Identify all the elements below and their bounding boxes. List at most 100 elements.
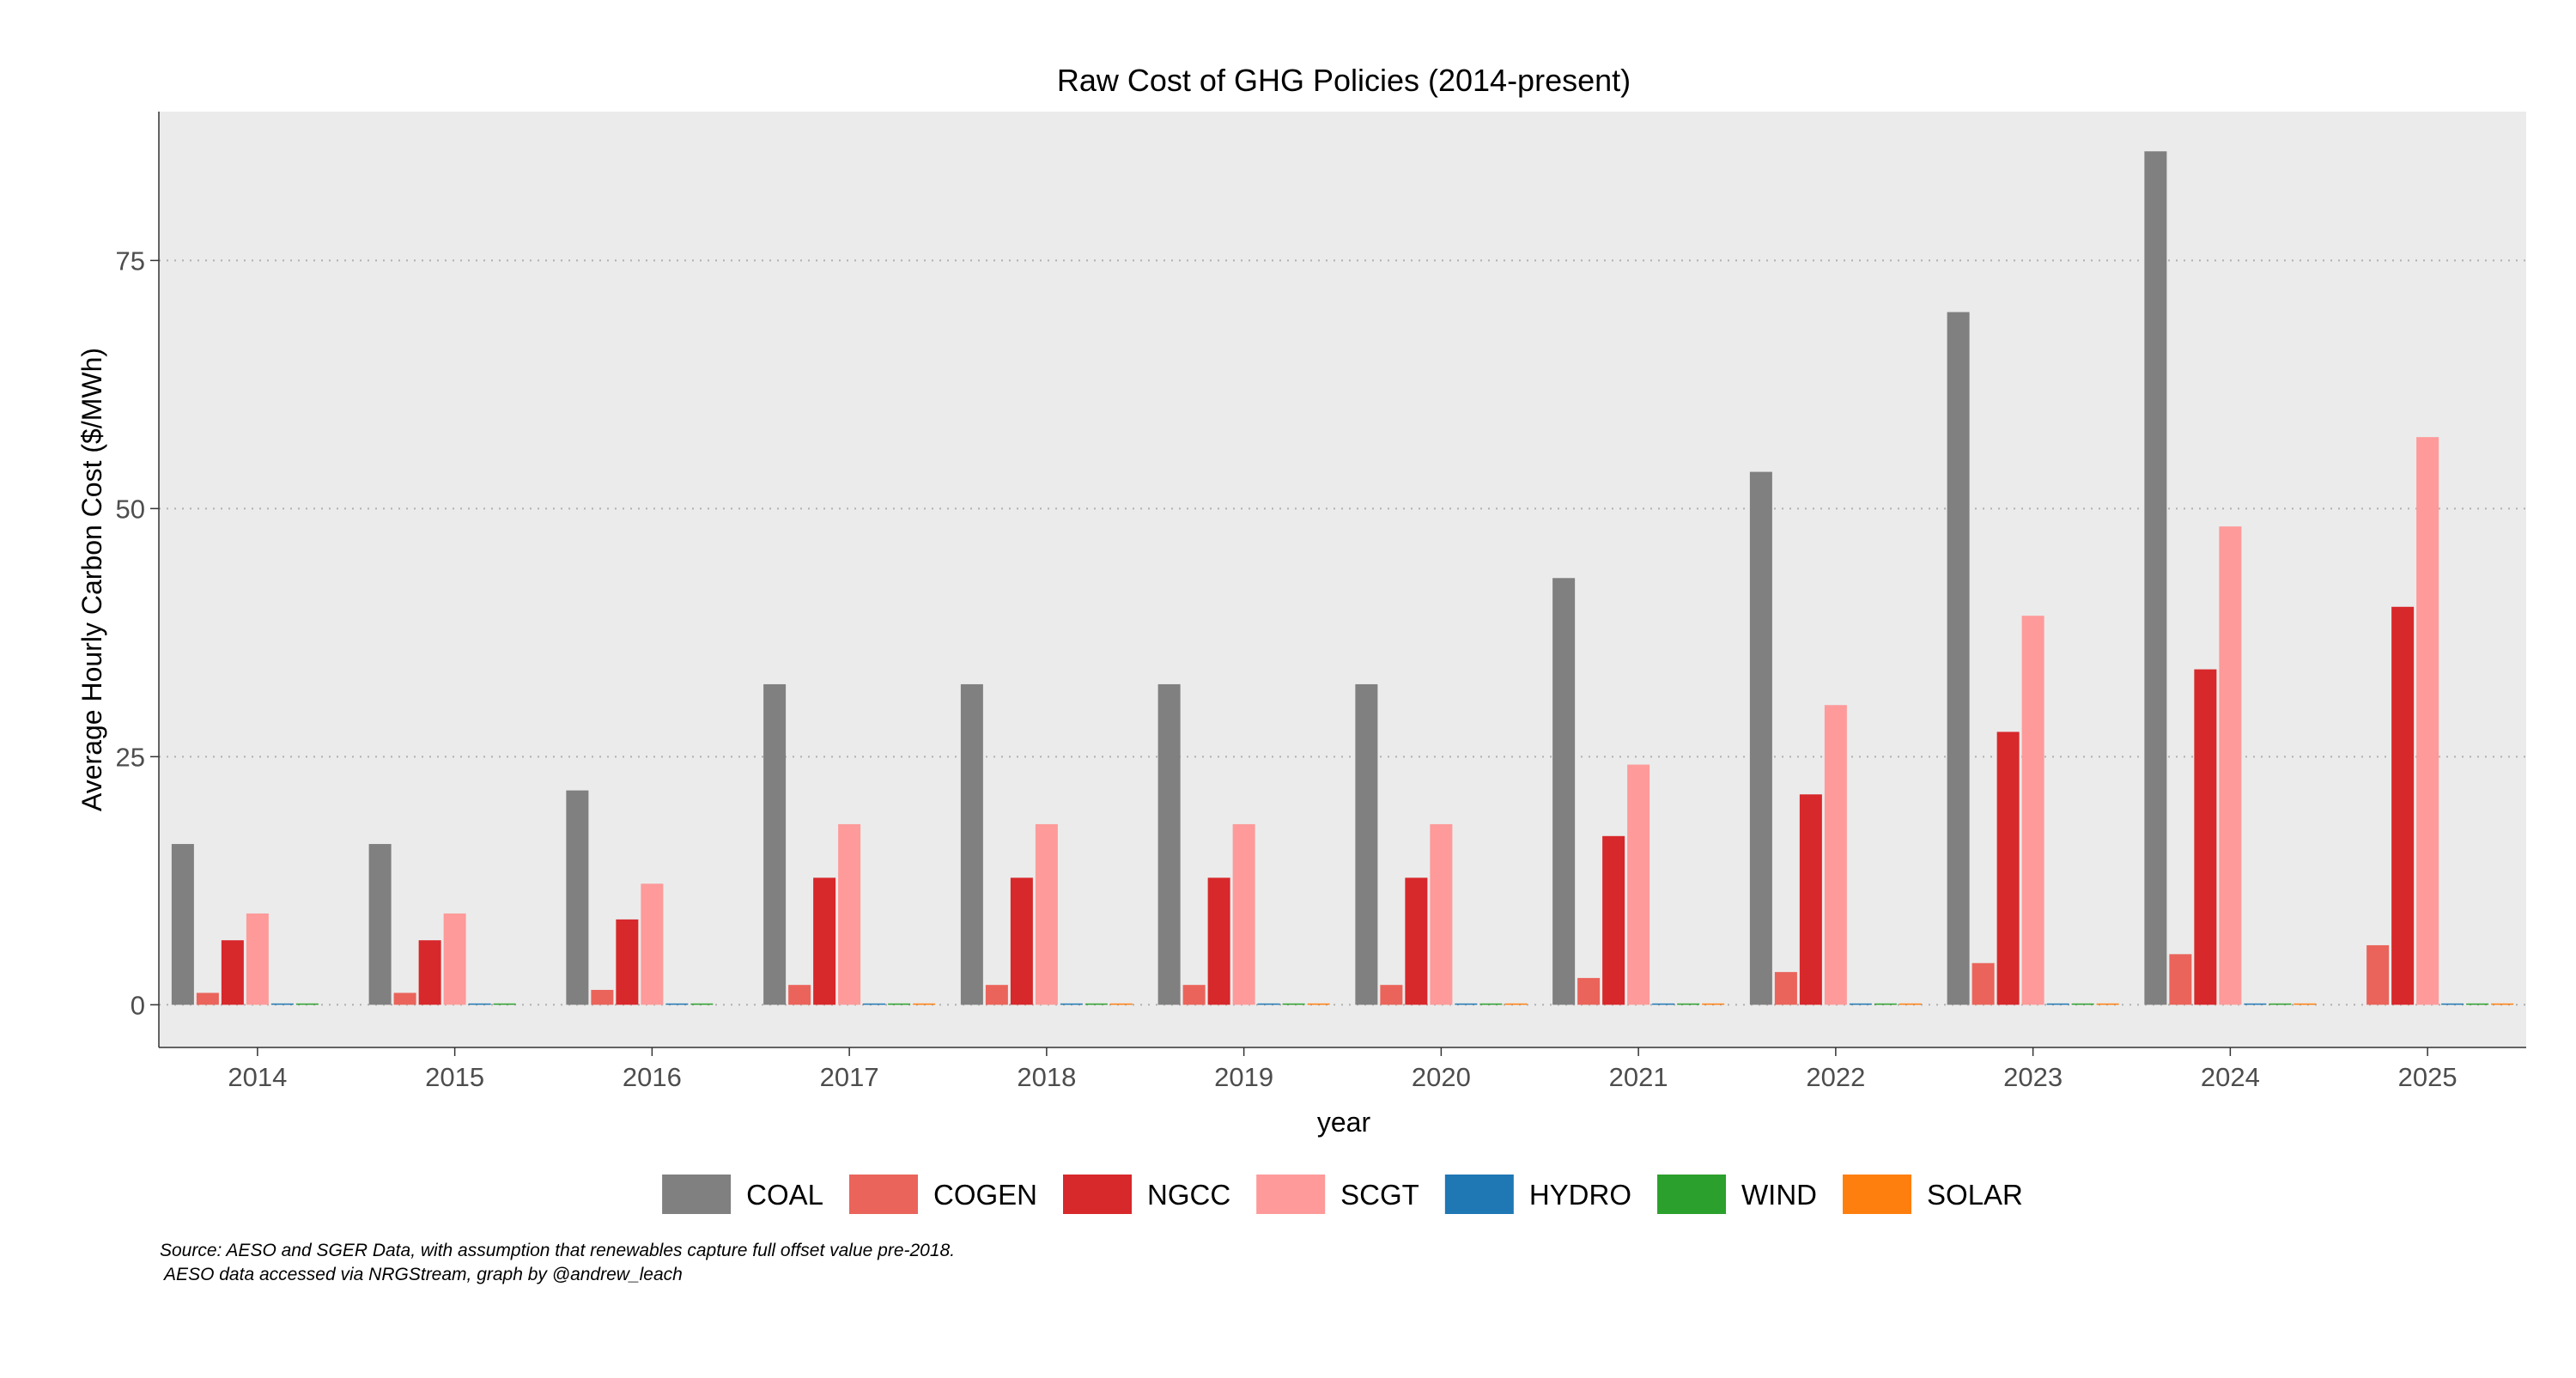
- x-tick-label-2015: 2015: [425, 1062, 484, 1092]
- x-tick-label-2023: 2023: [2003, 1062, 2063, 1092]
- bar-coal-2014: [171, 844, 194, 1005]
- bar-hydro-2024: [2244, 1003, 2267, 1005]
- bar-cogen-2018: [985, 985, 1008, 1005]
- bar-cogen-2017: [788, 985, 811, 1005]
- legend-key-ngcc: [1063, 1175, 1132, 1214]
- legend-key-scgt: [1256, 1175, 1326, 1214]
- bar-wind-2016: [690, 1003, 714, 1005]
- bar-scgt-2016: [641, 883, 664, 1005]
- bar-wind-2019: [1282, 1003, 1305, 1005]
- bar-coal-2018: [960, 683, 983, 1005]
- bar-cogen-2024: [2169, 954, 2192, 1005]
- bar-scgt-2017: [838, 823, 861, 1005]
- y-tick-label-50: 50: [116, 494, 145, 524]
- caption-line-2: AESO data accessed via NRGStream, graph …: [160, 1265, 683, 1284]
- bar-scgt-2018: [1035, 823, 1058, 1005]
- bar-solar-2022: [1899, 1003, 1922, 1005]
- bar-hydro-2019: [1257, 1003, 1280, 1005]
- legend-label-coal: COAL: [746, 1179, 823, 1211]
- bar-cogen-2016: [591, 989, 614, 1005]
- bar-hydro-2025: [2441, 1003, 2464, 1005]
- bar-cogen-2021: [1577, 978, 1601, 1005]
- bar-cogen-2014: [196, 993, 219, 1005]
- bar-solar-2021: [1702, 1003, 1725, 1005]
- bar-wind-2020: [1479, 1003, 1503, 1005]
- bar-ngcc-2017: [813, 877, 836, 1005]
- bar-ngcc-2019: [1207, 877, 1230, 1005]
- bars: [171, 151, 2514, 1005]
- bar-wind-2014: [295, 1003, 319, 1005]
- x-tick-label-2024: 2024: [2201, 1062, 2260, 1092]
- bar-coal-2016: [566, 790, 589, 1005]
- legend-key-coal: [662, 1175, 732, 1214]
- plot-panel: [159, 112, 2526, 1047]
- bar-ngcc-2025: [2391, 606, 2415, 1005]
- legend-key-wind: [1657, 1175, 1727, 1214]
- legend-label-cogen: COGEN: [933, 1179, 1037, 1211]
- legend-key-solar: [1843, 1175, 1912, 1214]
- bar-wind-2021: [1677, 1003, 1700, 1005]
- bar-solar-2023: [2096, 1003, 2119, 1005]
- x-tick-label-2016: 2016: [623, 1062, 682, 1092]
- bar-solar-2019: [1307, 1003, 1330, 1005]
- bar-wind-2024: [2269, 1003, 2292, 1005]
- legend-label-scgt: SCGT: [1340, 1179, 1419, 1211]
- legend-label-ngcc: NGCC: [1147, 1179, 1230, 1211]
- bar-wind-2022: [1874, 1003, 1897, 1005]
- y-axis-ticks: 0 25 50 75: [116, 246, 159, 1020]
- gridlines: [159, 259, 2526, 1006]
- bar-solar-2017: [913, 1003, 936, 1005]
- caption-line-1: Source: AESO and SGER Data, with assumpt…: [160, 1241, 955, 1260]
- bar-coal-2024: [2144, 151, 2167, 1005]
- bar-wind-2015: [493, 1003, 516, 1005]
- bar-ngcc-2014: [221, 940, 244, 1005]
- bar-coal-2022: [1749, 471, 1772, 1005]
- bar-scgt-2020: [1430, 823, 1453, 1005]
- bar-wind-2023: [2071, 1003, 2094, 1005]
- x-tick-label-2018: 2018: [1017, 1062, 1076, 1092]
- bar-scgt-2014: [246, 913, 269, 1005]
- bar-solar-2025: [2491, 1003, 2514, 1005]
- legend: COAL COGEN NGCC SCGT HYDRO WIND SOLAR: [662, 1175, 2023, 1214]
- bar-hydro-2015: [468, 1003, 491, 1005]
- x-tick-label-2020: 2020: [1412, 1062, 1471, 1092]
- bar-coal-2020: [1355, 683, 1378, 1005]
- bar-scgt-2024: [2219, 526, 2242, 1005]
- legend-label-hydro: HYDRO: [1529, 1179, 1631, 1211]
- bar-coal-2019: [1157, 683, 1181, 1005]
- bar-scgt-2025: [2416, 437, 2439, 1005]
- bar-ngcc-2018: [1010, 877, 1033, 1005]
- x-tick-label-2017: 2017: [820, 1062, 879, 1092]
- bar-cogen-2023: [1971, 962, 1995, 1005]
- bar-wind-2018: [1084, 1003, 1108, 1005]
- bar-ngcc-2021: [1602, 835, 1625, 1005]
- bar-ngcc-2016: [616, 919, 639, 1005]
- bar-ngcc-2015: [418, 940, 441, 1005]
- bar-hydro-2016: [665, 1003, 689, 1005]
- bar-ngcc-2020: [1405, 877, 1428, 1005]
- bar-cogen-2019: [1182, 985, 1206, 1005]
- bar-coal-2023: [1947, 312, 1970, 1005]
- bar-ngcc-2023: [1996, 731, 2020, 1005]
- x-tick-label-2014: 2014: [228, 1062, 287, 1092]
- bar-hydro-2020: [1455, 1003, 1478, 1005]
- bar-coal-2017: [763, 683, 787, 1005]
- bar-solar-2018: [1109, 1003, 1133, 1005]
- x-axis-ticks: 2014 2015 2016 2017 2018 2019 2020 2021 2022 2023…: [228, 1047, 2458, 1092]
- bar-hydro-2018: [1060, 1003, 1083, 1005]
- legend-label-solar: SOLAR: [1927, 1179, 2023, 1211]
- bar-hydro-2021: [1652, 1003, 1675, 1005]
- bar-solar-2020: [1504, 1003, 1528, 1005]
- y-tick-label-75: 75: [116, 246, 145, 276]
- x-axis-title: year: [1317, 1107, 1371, 1138]
- bar-scgt-2021: [1627, 764, 1650, 1005]
- legend-label-wind: WIND: [1741, 1179, 1817, 1211]
- bar-scgt-2022: [1824, 705, 1847, 1005]
- bar-scgt-2019: [1232, 823, 1255, 1005]
- x-tick-label-2022: 2022: [1806, 1062, 1865, 1092]
- bar-wind-2025: [2466, 1003, 2489, 1005]
- bar-hydro-2022: [1849, 1003, 1872, 1005]
- bar-hydro-2023: [2046, 1003, 2069, 1005]
